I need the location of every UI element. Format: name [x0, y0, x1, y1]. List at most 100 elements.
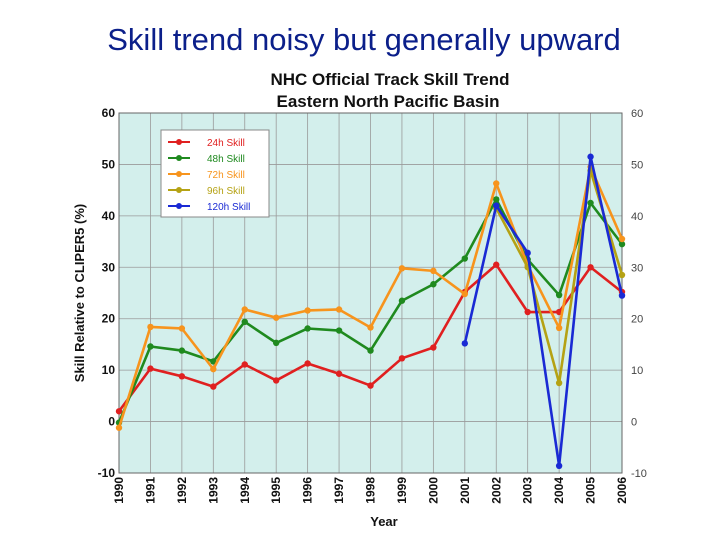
data-point [115, 408, 123, 415]
data-point [398, 297, 406, 304]
data-point [210, 358, 217, 365]
data-point [241, 306, 248, 313]
x-tick-label: 1997 [332, 477, 346, 504]
x-tick-label: 2002 [489, 477, 503, 504]
x-tick-label: 2004 [552, 477, 566, 504]
data-point [210, 383, 217, 390]
x-tick-label: 2005 [584, 477, 598, 504]
data-point [461, 290, 469, 298]
series-layer [115, 153, 626, 469]
y-tick-label: 30 [102, 260, 116, 274]
data-point [493, 202, 500, 209]
data-point [461, 255, 469, 262]
data-point [618, 292, 626, 299]
data-point [241, 318, 248, 325]
data-point [430, 267, 437, 275]
x-tick-label: 1991 [143, 477, 157, 504]
y-axis-left: -10 0 10 20 30 40 50 60 [98, 106, 116, 480]
x-tick-label: 2001 [458, 477, 472, 504]
x-tick-label: 1995 [269, 477, 283, 504]
data-point [304, 307, 311, 314]
data-point [555, 324, 563, 332]
x-tick-label: 1998 [364, 477, 378, 504]
chart-title: NHC Official Track Skill Trend [270, 70, 509, 89]
data-point [398, 265, 406, 272]
data-point [555, 379, 563, 387]
data-point [147, 343, 154, 350]
data-point [367, 324, 374, 331]
y-tick-label: -10 [98, 466, 116, 480]
x-tick-label: 1992 [175, 477, 189, 504]
data-point [304, 360, 311, 367]
data-point [272, 314, 280, 321]
data-point [335, 306, 343, 313]
y-tick-label: 60 [102, 106, 116, 120]
y2-tick-label: 20 [631, 314, 643, 326]
x-tick-label: 1999 [395, 477, 409, 504]
data-point [587, 199, 594, 207]
data-point [587, 264, 594, 271]
legend-label: 48h Skill [207, 154, 245, 165]
y-axis-right: -10 0 10 20 30 40 50 60 [631, 108, 647, 480]
data-point [335, 327, 343, 334]
data-point [493, 196, 500, 203]
data-point [178, 325, 186, 332]
data-point [430, 281, 437, 288]
x-tick-label: 2003 [521, 477, 535, 504]
data-point [618, 235, 626, 243]
data-point [115, 424, 123, 431]
y2-tick-label: -10 [631, 468, 647, 480]
data-point [272, 377, 280, 384]
data-point [178, 373, 186, 380]
y-axis-label: Skill Relative to CLIPER5 (%) [72, 204, 87, 382]
data-point [335, 370, 343, 377]
legend-marker [176, 155, 182, 161]
x-tick-label: 2000 [426, 477, 440, 504]
x-tick-label: 1996 [301, 477, 315, 504]
data-point [367, 347, 374, 354]
x-tick-label: 1994 [238, 477, 252, 504]
data-point [461, 340, 469, 347]
x-axis-label: Year [370, 514, 397, 529]
legend-marker [176, 139, 182, 145]
data-point [587, 153, 594, 160]
data-point [524, 308, 531, 316]
data-point [147, 323, 154, 331]
y2-tick-label: 30 [631, 262, 643, 274]
x-tick-label: 1993 [206, 477, 220, 504]
data-point [272, 339, 280, 347]
data-point [147, 365, 154, 372]
data-point [555, 462, 563, 469]
x-tick-label: 2006 [615, 477, 629, 504]
x-axis: 1990 1991 1992 1993 1994 1995 1996 1997 1998 1999… [112, 477, 629, 504]
y-tick-label: 20 [102, 312, 116, 326]
data-point [398, 355, 406, 362]
data-point [178, 347, 186, 354]
data-point [430, 344, 437, 351]
data-point [493, 261, 500, 268]
data-point [524, 249, 531, 257]
y2-tick-label: 10 [631, 365, 643, 377]
legend-label: 24h Skill [207, 138, 245, 149]
legend-label: 72h Skill [207, 170, 245, 181]
data-point [618, 240, 626, 248]
y-tick-label: 50 [102, 157, 116, 171]
slide-title: Skill trend noisy but generally upward [107, 22, 621, 57]
series-120h-skill [461, 153, 626, 469]
data-point [618, 271, 626, 279]
y2-tick-label: 60 [631, 108, 643, 120]
y2-tick-label: 50 [631, 159, 643, 171]
data-point [241, 361, 248, 368]
data-point [493, 180, 500, 187]
chart-subtitle: Eastern North Pacific Basin [277, 92, 500, 111]
legend-label: 96h Skill [207, 186, 245, 197]
legend-marker [176, 203, 182, 209]
y-tick-label: 40 [102, 209, 116, 223]
data-point [555, 291, 563, 299]
series-24h-skill [115, 261, 626, 415]
data-point [210, 365, 217, 373]
series-line [463, 155, 624, 468]
y-tick-label: 0 [108, 415, 115, 429]
data-point [304, 325, 311, 332]
y2-tick-label: 40 [631, 211, 643, 223]
